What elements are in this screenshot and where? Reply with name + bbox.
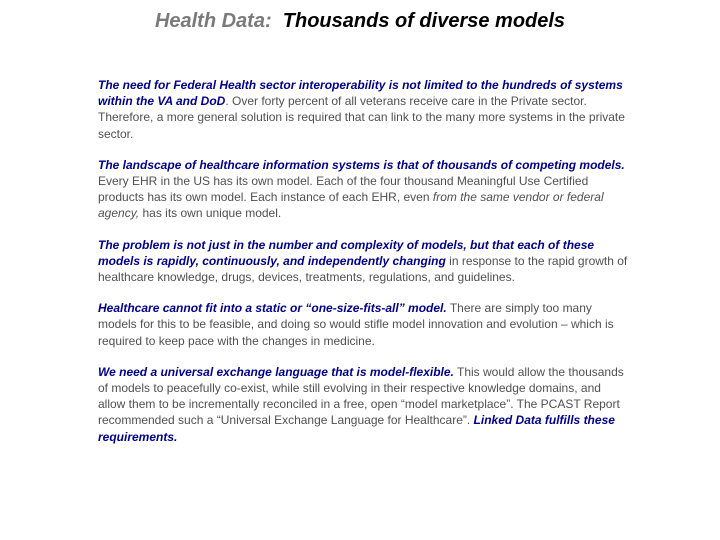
paragraph-text: There are simply too many models for thi… bbox=[98, 301, 614, 348]
paragraph-lead: Healthcare cannot fit into a static or “… bbox=[98, 301, 447, 316]
paragraph-lead: We need a universal exchange language th… bbox=[98, 364, 454, 379]
paragraph-text: This would allow the thousands of models… bbox=[98, 364, 624, 428]
paragraph-landscape: The landscape of healthcare information … bbox=[98, 157, 628, 222]
paragraph-universal-language: We need a universal exchange language th… bbox=[98, 364, 628, 445]
paragraph-lead: The landscape of healthcare information … bbox=[98, 157, 625, 172]
paragraph-lead: The need for Federal Health sector inter… bbox=[98, 78, 623, 109]
paragraph-interoperability: The need for Federal Health sector inter… bbox=[98, 77, 628, 142]
title-main: Thousands of diverse models bbox=[282, 10, 566, 32]
paragraph-static-model: Healthcare cannot fit into a static or “… bbox=[98, 300, 628, 349]
slide-body: The need for Federal Health sector inter… bbox=[98, 77, 628, 460]
paragraph-lead: The problem is not just in the number an… bbox=[98, 237, 595, 268]
paragraph-text: . Over forty percent of all veterans rec… bbox=[98, 94, 625, 141]
paragraph-text: in response to the rapid growth of healt… bbox=[98, 253, 628, 285]
title-prefix: Health Data: bbox=[154, 10, 272, 32]
title-spacer bbox=[272, 10, 283, 32]
paragraph-italic-text: from the same vendor or federal agency, bbox=[98, 190, 604, 221]
paragraph-text: Every EHR in the US has its own model. E… bbox=[98, 174, 589, 205]
paragraph-problem: The problem is not just in the number an… bbox=[98, 237, 628, 286]
paragraph-text-end: has its own unique model. bbox=[139, 206, 282, 221]
paragraph-conclusion: Linked Data fulfills these requirements. bbox=[98, 413, 615, 444]
slide-title: Health Data: Thousands of diverse models bbox=[0, 9, 720, 33]
